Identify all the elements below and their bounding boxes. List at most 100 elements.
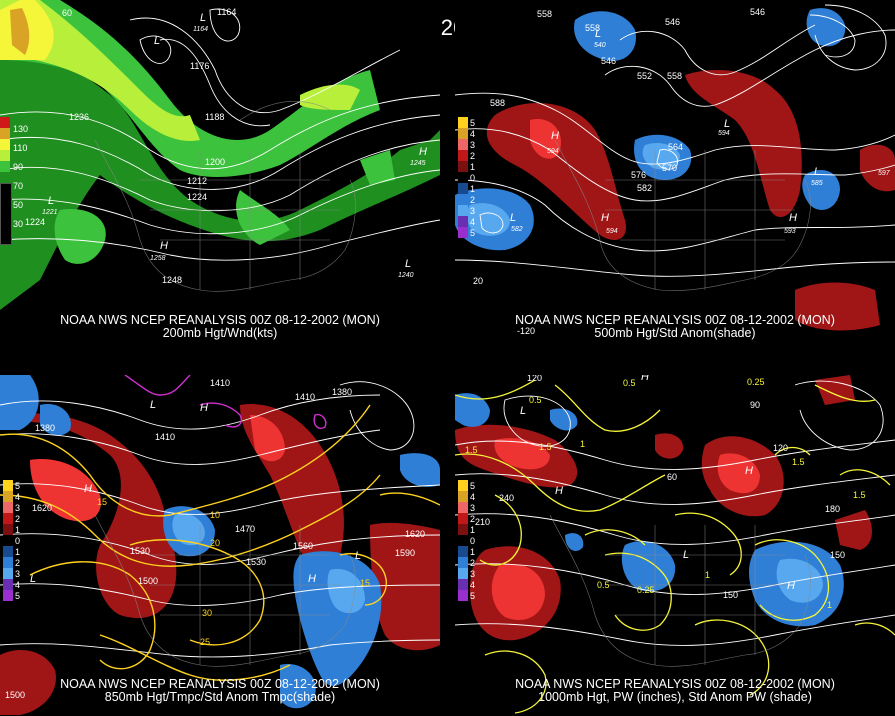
contour-label: 558 [537, 9, 553, 19]
center-value: 593 [784, 228, 796, 235]
center-value: 594 [718, 130, 730, 137]
contour-label: 1410 [210, 378, 231, 388]
contour-label: 1224 [187, 192, 208, 202]
anomaly-legend [458, 480, 470, 601]
contour-label: 150 [830, 550, 846, 560]
center-value: 1240 [398, 272, 414, 279]
center-value: 1221 [42, 209, 58, 216]
isotherm-label: 25 [200, 637, 211, 647]
pw-label: 1.5 [539, 442, 552, 452]
contour-label: 1380 [35, 423, 56, 433]
contour-label: 546 [601, 56, 617, 66]
low-marker: L [200, 12, 207, 24]
center-value: 597 [878, 170, 890, 177]
low-marker: L [30, 573, 37, 585]
contour-label: 588 [490, 98, 506, 108]
high-marker: H [787, 580, 795, 592]
contour-label: 546 [750, 7, 766, 17]
pw-label: 1 [827, 600, 833, 610]
contour-label: 546 [665, 17, 681, 27]
low-marker: L [724, 118, 731, 130]
isotherm-label: 20 [210, 538, 221, 548]
contour-label: 1164 [193, 26, 209, 33]
pw-label: 1.5 [465, 445, 478, 455]
contour-label: 1440 [242, 375, 262, 377]
pw-label: 1.5 [792, 457, 805, 467]
center-value: 1245 [410, 160, 426, 167]
latitude-label: 20 [473, 276, 484, 286]
map-200mb [0, 0, 440, 310]
contour-label: 60 [62, 8, 73, 18]
center-value: 582 [511, 226, 523, 233]
pw-label: 0.5 [529, 395, 542, 405]
contour-label: 1500 [5, 690, 26, 700]
contour-label: 60 [667, 472, 678, 482]
contour-label: 552 [637, 71, 653, 81]
center-value: 594 [547, 148, 559, 155]
high-marker: H [551, 130, 559, 142]
contour-label: 120 [773, 443, 789, 453]
contour-label: 570 [662, 163, 678, 173]
wind-speed-legend-labels: 130 110 90 70 50 30 [13, 124, 29, 229]
low-marker: L [405, 258, 412, 270]
map-850mb [0, 375, 440, 715]
high-marker: H [200, 402, 208, 414]
contour-label: 576 [631, 170, 647, 180]
contour-label: 180 [825, 504, 841, 514]
high-marker: H [308, 573, 316, 585]
contour-label: 1164 [217, 7, 237, 17]
low-marker: L [595, 28, 602, 40]
low-marker: L [683, 549, 690, 561]
high-marker: H [555, 485, 563, 497]
anomaly-legend [458, 117, 470, 238]
contour-label: 90 [750, 400, 761, 410]
contour-label: 1224 [25, 217, 46, 227]
contour-label: 582 [637, 183, 653, 193]
contour-label: 1530 [130, 546, 151, 556]
contour-label: 240 [499, 493, 515, 503]
contour-label: 150 [723, 590, 739, 600]
high-marker: H [419, 146, 427, 158]
contour-label: 1410 [155, 432, 176, 442]
pw-label: 0.25 [637, 585, 655, 595]
contour-label: 1248 [162, 275, 183, 285]
low-marker: L [510, 212, 517, 224]
contour-label: 1236 [69, 112, 90, 122]
low-marker: L [520, 405, 527, 417]
panel-200mb-height-wind: 130 110 90 70 50 30 1164 1164 1176 1188 … [0, 0, 440, 340]
isotherm-label: 15 [360, 578, 371, 588]
panel-caption: NOAA NWS NCEP REANALYSIS 00Z 08-12-2002 … [60, 313, 380, 340]
contour-label: 1470 [235, 524, 256, 534]
contour-label: 210 [475, 517, 491, 527]
contour-label: 1380 [332, 387, 353, 397]
contour-label: 558 [585, 23, 601, 33]
isotherm-label: 30 [202, 608, 213, 618]
high-marker: H [601, 212, 609, 224]
pw-label: 0.5 [623, 378, 636, 388]
panel-caption: NOAA NWS NCEP REANALYSIS 00Z 08-12-2002 … [515, 677, 835, 704]
contour-label: 1530 [246, 557, 267, 567]
contour-label: 564 [668, 142, 684, 152]
contour-label: 558 [667, 71, 683, 81]
contour-label: 120 [527, 375, 543, 383]
high-marker: H [84, 483, 92, 495]
wind-speed-legend [0, 117, 12, 245]
center-value: 585 [811, 180, 823, 187]
contour-label: 1176 [190, 61, 210, 71]
center-value: 594 [606, 228, 618, 235]
high-marker: H [641, 375, 649, 383]
map-500mb [455, 4, 895, 331]
center-value: 1258 [150, 255, 166, 262]
center-value: 540 [594, 42, 606, 49]
contour-label: 1188 [205, 112, 225, 122]
high-marker: H [745, 465, 753, 477]
contour-label: 1410 [295, 392, 316, 402]
isotherm-label: 15 [97, 497, 108, 507]
high-marker: H [160, 240, 168, 252]
contour-label: 1620 [32, 503, 53, 513]
low-marker: L [48, 195, 55, 207]
